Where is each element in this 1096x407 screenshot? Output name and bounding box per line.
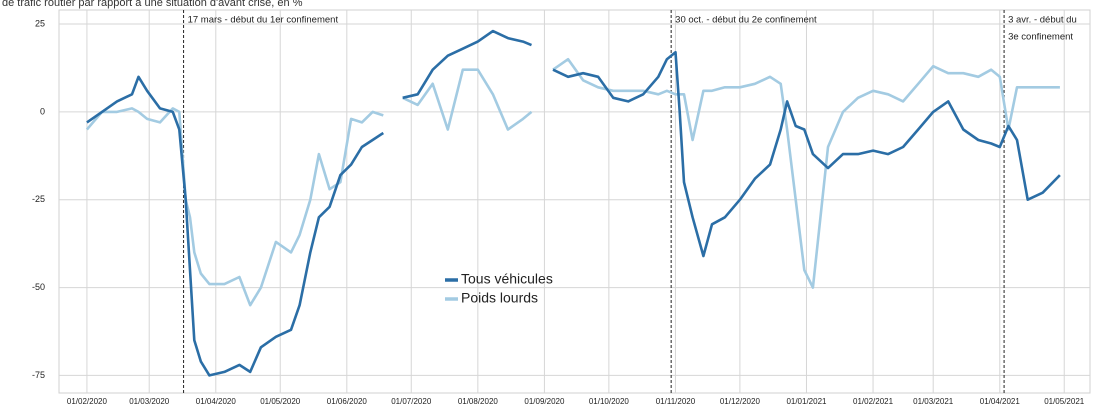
annotation: 30 oct. - début du 2e confinement xyxy=(675,15,817,26)
annotation: 17 mars - début du 1er confinement xyxy=(188,15,339,26)
x-tick-label: 01/06/2020 xyxy=(327,397,368,406)
x-tick-label: 01/03/2020 xyxy=(129,397,170,406)
x-tick-label: 01/07/2020 xyxy=(391,397,432,406)
y-tick-label: -25 xyxy=(32,194,45,204)
x-tick-label: 01/03/2021 xyxy=(913,397,954,406)
x-tick-label: 01/12/2020 xyxy=(720,397,761,406)
legend-label: Poids lourds xyxy=(461,290,538,306)
y-tick-label: 0 xyxy=(40,106,45,116)
x-tick-label: 01/02/2020 xyxy=(67,397,108,406)
x-tick-label: 01/05/2020 xyxy=(260,397,301,406)
x-tick-label: 01/02/2021 xyxy=(853,397,894,406)
annotation: 3 avr. - début du xyxy=(1008,15,1077,26)
x-tick-label: 01/08/2020 xyxy=(458,397,499,406)
x-tick-label: 01/04/2020 xyxy=(196,397,237,406)
x-tick-label: 01/09/2020 xyxy=(524,397,565,406)
y-tick-label: -75 xyxy=(32,370,45,380)
legend-label: Tous véhicules xyxy=(461,271,553,287)
x-tick-label: 01/05/2021 xyxy=(1044,397,1085,406)
annotation: 3e confinement xyxy=(1008,32,1073,43)
plot-frame xyxy=(58,9,1091,394)
y-tick-label: 25 xyxy=(35,18,45,28)
series-line xyxy=(85,57,1060,307)
x-tick-label: 01/11/2020 xyxy=(656,397,696,406)
x-tick-label: 01/01/2021 xyxy=(786,397,827,406)
chart-title: de trafic routier par rapport à une situ… xyxy=(2,0,303,9)
series-line xyxy=(86,29,1061,377)
x-tick-label: 01/04/2021 xyxy=(980,397,1021,406)
x-tick-label: 01/10/2020 xyxy=(589,397,630,406)
y-tick-label: -50 xyxy=(32,282,45,292)
